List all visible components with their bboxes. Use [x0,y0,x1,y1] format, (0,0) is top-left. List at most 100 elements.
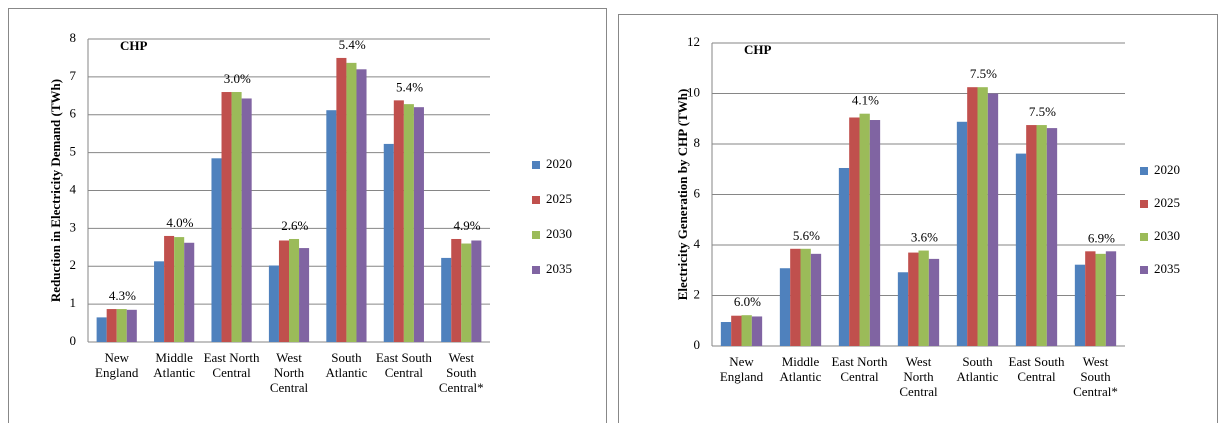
bar [356,69,367,343]
y-tick-label: 10 [687,84,700,99]
x-tick-label: West North Central [269,350,309,395]
x-tick-label: South Atlantic [956,354,999,384]
bar [751,316,763,346]
legend-label: 2030 [546,226,572,241]
y-tick-label: 1 [70,295,77,310]
y-tick-label: 3 [70,219,77,234]
y-tick-label: 8 [694,135,701,150]
legend-label: 2030 [1154,228,1180,243]
bar [471,240,482,342]
annotation: 6.0% [734,294,761,309]
y-tick-label: 5 [70,144,77,159]
bar [1036,125,1047,346]
bar [741,315,752,346]
chart-title: CHP [120,38,148,53]
x-tick-label: East North Central [203,350,260,380]
legend-label: 2025 [546,191,572,206]
bar [779,268,791,346]
x-tick-label: West North Central [899,354,938,399]
bar [918,250,929,346]
bar [800,248,811,346]
y-tick-label: 2 [694,286,701,301]
bar [211,158,222,342]
legend-swatch [1140,200,1148,208]
bar [174,237,185,342]
bar [987,93,999,346]
y-tick-label: 6 [694,185,701,200]
bar [231,92,242,343]
y-tick-label: 12 [687,34,700,49]
y-tick-label: 2 [70,257,77,272]
bar [1085,251,1096,346]
bar [967,87,978,346]
bar [1095,253,1106,346]
bar [461,243,472,342]
bar [393,100,404,342]
annotation: 4.1% [852,93,879,108]
annotation: 5.6% [793,228,820,243]
y-tick-label: 7 [70,68,77,83]
bar [1105,251,1117,346]
annotation: 4.3% [109,288,136,303]
annotation: 3.0% [224,71,251,86]
y-tick-label: 4 [694,236,701,251]
y-tick-label: 6 [70,106,77,121]
x-tick-label: South Atlantic [325,350,368,380]
annotation: 7.5% [1029,104,1056,119]
y-axis-title: Electricity Generation by CHP (TWh) [675,89,690,301]
bar [731,315,742,346]
bar [154,261,165,342]
bar [184,242,195,342]
bar [1015,153,1027,346]
bar [346,62,357,343]
x-tick-label: East North Central [831,354,888,384]
annotation: 3.6% [911,230,938,245]
annotation: 5.4% [339,37,366,52]
panel [618,14,1218,423]
bar [96,317,107,342]
bar [977,87,988,346]
legend-swatch [532,196,540,204]
legend-label: 2035 [1154,261,1180,276]
legend-swatch [1140,266,1148,274]
bar [289,238,300,342]
bar [241,98,252,343]
bar [810,253,822,346]
y-tick-label: 8 [70,30,77,45]
bar [928,258,940,346]
bar [299,248,310,342]
legend-label: 2025 [1154,195,1180,210]
bar [106,309,117,342]
x-tick-label: New England [719,354,764,384]
bar [849,117,860,346]
x-tick-label: Middle Atlantic [779,354,822,384]
x-tick-label: West South Central* [1073,354,1118,399]
bar [1046,128,1058,346]
annotation: 6.9% [1088,230,1115,245]
bar [413,107,424,342]
y-axis-title: Reduction in Electricity Demand (TWh) [48,79,63,302]
bar [897,272,909,346]
legend-label: 2020 [546,156,572,171]
annotation: 4.0% [166,215,193,230]
bar [451,238,462,342]
bar [441,257,452,342]
bar [838,167,850,346]
panel [8,8,607,423]
x-tick-label: East South Central [375,350,432,380]
bar [859,113,870,346]
annotation: 5.4% [396,79,423,94]
annotation: 2.6% [281,218,308,233]
annotation: 7.5% [970,66,997,81]
legend-swatch [1140,167,1148,175]
bar [268,265,279,342]
legend-swatch [532,161,540,169]
bar [869,120,881,346]
y-tick-label: 0 [694,337,701,352]
bar [908,252,919,346]
annotation: 4.9% [453,218,480,233]
legend-swatch [1140,233,1148,241]
bar [403,104,414,343]
